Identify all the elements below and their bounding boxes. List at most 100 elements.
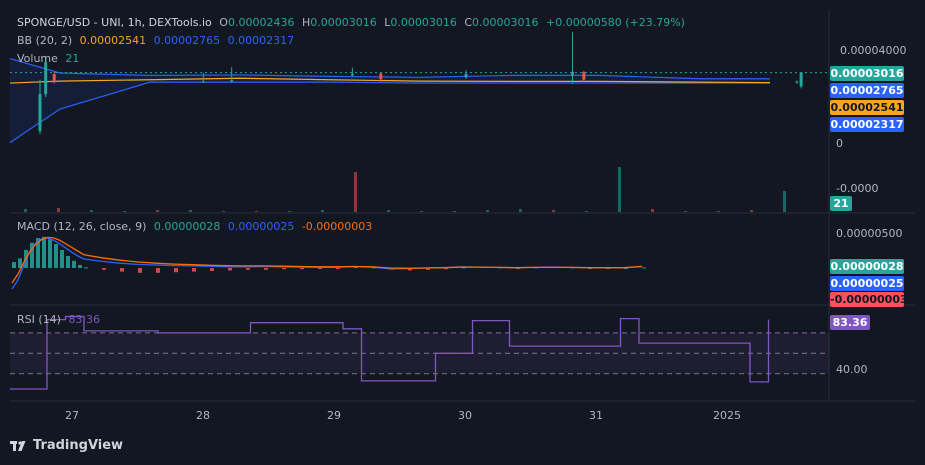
candle-body: [350, 73, 354, 76]
high-value: 0.00003016: [310, 16, 377, 29]
bb-legend[interactable]: BB (20, 2) 0.00002541 0.00002765 0.00002…: [17, 34, 298, 48]
macd-histogram-bar: [30, 242, 34, 268]
macd-histogram-bar: [282, 268, 286, 270]
macd-legend[interactable]: MACD (12, 26, close, 9) 0.00000028 0.000…: [17, 220, 376, 234]
candle-body: [571, 71, 574, 76]
volume-bar: [24, 209, 27, 212]
macd-histogram-bar: [336, 268, 340, 269]
symbol-title: SPONGE/USD - UNI, 1h, DEXTools.io: [17, 16, 212, 29]
macd-histogram-bar: [66, 256, 70, 268]
rsi-label: RSI (14): [17, 313, 61, 326]
low-label: L: [384, 16, 391, 29]
macd-histogram-bar: [516, 268, 520, 269]
macd-signal-value: 0.00000025: [227, 220, 295, 233]
macd-histogram-bar: [72, 260, 76, 268]
price-axis-tick-neg: -0.0000: [836, 182, 879, 195]
bb-band-fill: [10, 58, 770, 143]
bb-basis-line: [9, 77, 771, 84]
macd-histogram-bar: [174, 268, 178, 273]
bb-label: BB (20, 2): [17, 34, 73, 47]
signal-price-label: 0.00000025: [830, 276, 904, 291]
open-value: 0.00002436: [227, 16, 295, 29]
time-axis-tick: 31: [589, 409, 603, 422]
volume-bar: [651, 209, 654, 212]
time-axis-tick: 29: [327, 409, 341, 422]
price-axis-tick-top: 0.00004000: [840, 44, 907, 57]
bb-lower-line: [9, 81, 770, 144]
macd-histogram-bar: [156, 268, 160, 273]
candle-body: [201, 81, 205, 83]
bb-upper-value: 0.00002765: [153, 34, 221, 47]
time-axis-tick: 27: [65, 409, 79, 422]
macd-value: 0.00000028: [153, 220, 221, 233]
close-label: C: [464, 16, 473, 29]
candle-body: [799, 72, 803, 87]
candle-body: [52, 74, 56, 82]
time-axis-tick: 2025: [713, 409, 741, 422]
macd-histogram-bar: [246, 268, 250, 270]
bb-upper-line: [9, 58, 770, 80]
volume-bar: [420, 211, 423, 212]
volume-bar: [618, 167, 621, 212]
macd-histogram-bar: [642, 267, 646, 269]
macd-histogram-bar: [84, 267, 88, 269]
volume-bar: [222, 211, 225, 212]
rsi-value: 83.36: [68, 313, 100, 326]
macd-histogram-bar: [102, 268, 106, 270]
volume-bar: [354, 172, 357, 212]
macd-histogram-bar: [60, 250, 64, 268]
open-label: O: [219, 16, 228, 29]
candle-body: [795, 81, 799, 83]
macd-histogram-bar: [228, 268, 232, 271]
hist-price-label: -0.00000003: [830, 292, 908, 307]
candle-body: [464, 73, 468, 78]
volume-legend[interactable]: Volume 21: [17, 52, 83, 66]
volume-bar: [684, 211, 687, 212]
macd-histogram-bar: [36, 238, 40, 268]
last-price-label: 0.00003016: [830, 66, 904, 81]
tradingview-brand[interactable]: TradingView: [10, 438, 123, 453]
volume-bar: [585, 211, 588, 212]
volume-bar: [750, 210, 753, 212]
macd-histogram-bar: [606, 268, 610, 269]
volume-bar: [387, 210, 390, 212]
header-legend: SPONGE/USD - UNI, 1h, DEXTools.io O0.000…: [17, 16, 689, 30]
high-label: H: [301, 16, 311, 29]
bb-basis-value: 0.00002541: [79, 34, 147, 47]
macd-histogram-bar: [78, 265, 82, 268]
candle-body: [379, 73, 383, 80]
bb-basis-price-label: 0.00002541: [830, 100, 904, 115]
macd-histogram-bar: [588, 268, 592, 269]
macd-histogram-bar: [444, 268, 448, 270]
change-value: +0.00000580 (+23.79%): [546, 16, 685, 29]
rsi-axis-tick: 40.00: [836, 363, 868, 376]
candle-body: [38, 94, 42, 132]
macd-label: MACD (12, 26, close, 9): [17, 220, 147, 233]
volume-bar: [552, 210, 555, 212]
volume-bar: [519, 209, 522, 212]
signal-line: [11, 236, 643, 284]
volume-value: 21: [65, 52, 80, 65]
macd-histogram-bar: [18, 258, 22, 268]
volume-bar: [717, 211, 720, 212]
macd-histogram-bar: [138, 268, 142, 273]
rsi-legend[interactable]: RSI (14) 83.36: [17, 313, 104, 327]
volume-bar: [453, 211, 456, 212]
macd-histogram-bar: [42, 236, 46, 268]
candle-body: [582, 71, 586, 80]
bb-lower-price-label: 0.00002317: [830, 117, 904, 132]
rsi-price-label: 83.36: [830, 315, 870, 330]
volume-price-label: 21: [830, 196, 852, 211]
volume-bar: [255, 211, 258, 212]
macd-hist-value: -0.00000003: [301, 220, 373, 233]
macd-axis-tick: 0.00000500: [836, 227, 903, 240]
macd-histogram-bar: [624, 268, 628, 269]
macd-histogram-bar: [48, 239, 52, 268]
price-axis-tick-zero: 0: [836, 137, 843, 150]
volume-bar: [123, 211, 126, 212]
volume-bar: [321, 210, 324, 212]
macd-histogram-bar: [192, 268, 196, 272]
close-value: 0.00003016: [472, 16, 539, 29]
